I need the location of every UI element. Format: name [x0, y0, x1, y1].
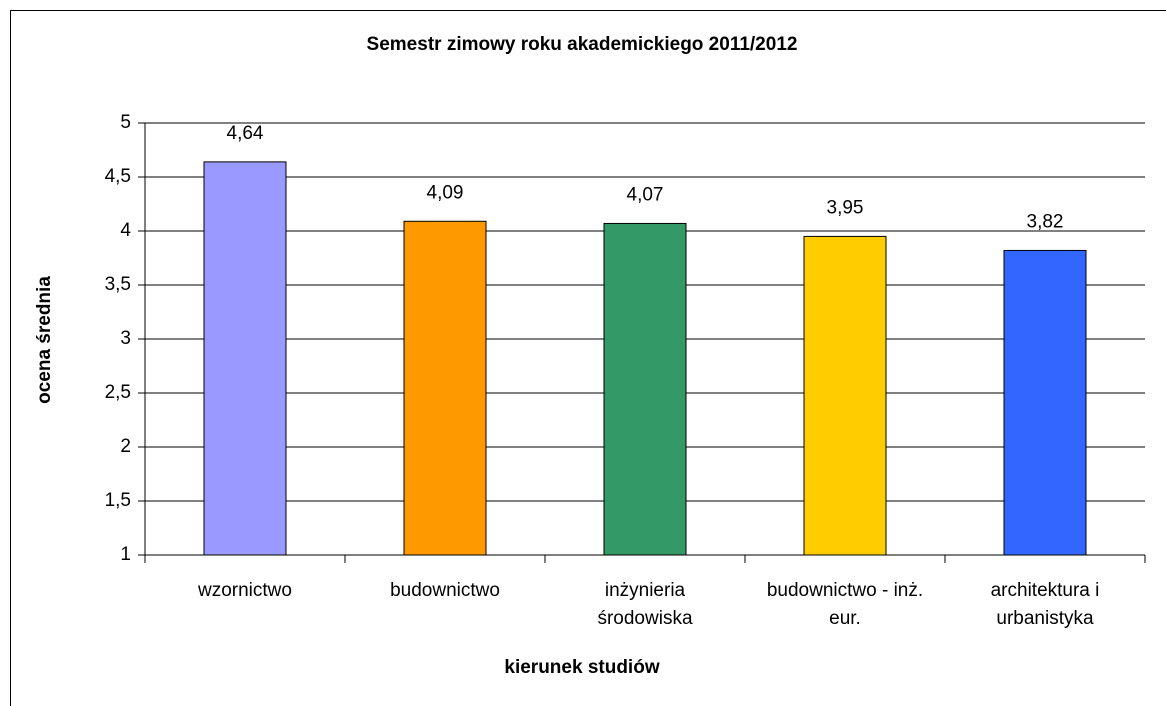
x-tick-label: inżynieria środowiska [597, 580, 693, 629]
x-tick-label: budownictwo [390, 580, 500, 601]
data-label: 3,82 [1027, 211, 1064, 232]
y-tick-label: 4,5 [105, 166, 131, 187]
x-tick-label: architektura i urbanistyka [990, 580, 1100, 629]
x-tick-label: budownictwo - inż. eur. [766, 580, 924, 629]
y-tick-label: 2 [120, 436, 131, 457]
y-tick-label: 1 [120, 544, 131, 565]
chart-frame [10, 10, 1166, 706]
data-label: 4,64 [227, 123, 264, 144]
y-tick-label: 5 [120, 112, 131, 133]
y-tick-label: 1,5 [105, 490, 131, 511]
bar [803, 235, 887, 556]
y-tick-label: 3 [120, 328, 131, 349]
data-label: 4,07 [627, 184, 664, 205]
y-tick-label: 4 [120, 220, 131, 241]
chart-title: Semestr zimowy roku akademickiego 2011/2… [367, 34, 798, 55]
bar [403, 220, 487, 556]
bar [1003, 249, 1087, 556]
x-axis-label: kierunek studiów [504, 657, 659, 678]
data-label: 4,09 [427, 182, 464, 203]
y-tick-label: 2,5 [105, 382, 131, 403]
x-tick-label: wzornictwo [198, 580, 292, 601]
bar [603, 222, 687, 556]
data-label: 3,95 [827, 197, 864, 218]
y-axis-label: ocena średnia [34, 276, 55, 404]
bar [203, 161, 287, 556]
y-tick-label: 3,5 [105, 274, 131, 295]
